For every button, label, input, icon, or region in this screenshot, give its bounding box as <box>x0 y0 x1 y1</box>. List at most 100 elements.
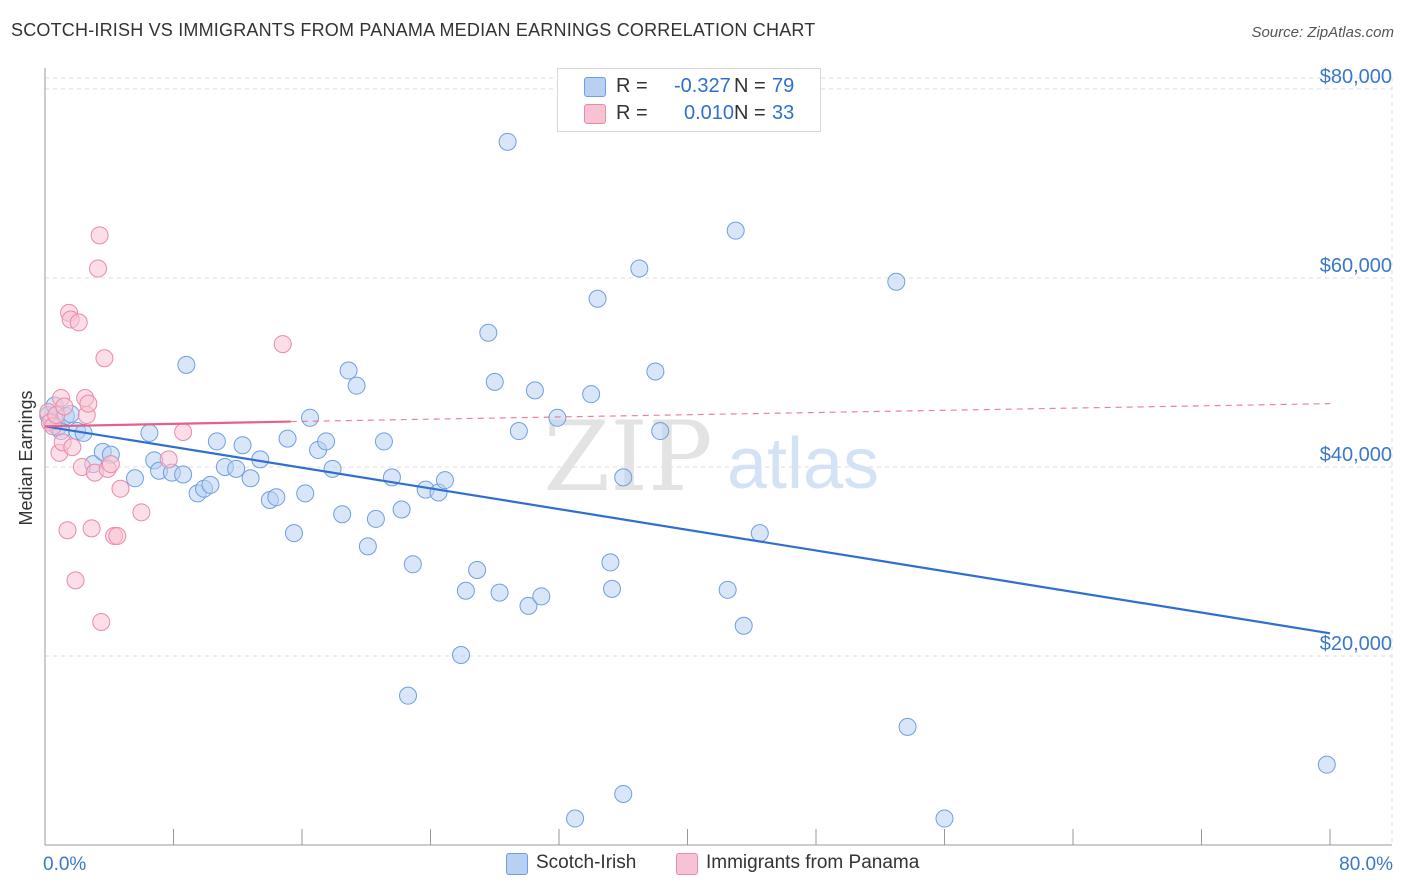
legend-n-label: N = <box>734 75 766 97</box>
scotch-irish-point <box>498 132 517 151</box>
bottom-legend-swatch-blue <box>506 853 528 875</box>
scotch-irish-point <box>726 221 745 240</box>
scotch-irish-point <box>177 355 196 374</box>
bottom-legend-swatch-pink <box>676 853 698 875</box>
scotch-irish-point <box>392 500 411 519</box>
scotch-irish-trend-line <box>44 425 1331 635</box>
watermark-zip: ZIP <box>543 401 712 513</box>
scotch-irish-point <box>435 471 454 490</box>
grid-lines <box>45 77 1393 845</box>
legend-n-value: 79 <box>772 75 795 97</box>
panama-point <box>174 422 193 441</box>
legend-swatch-pink <box>584 104 606 124</box>
scotch-irish-point <box>317 432 336 451</box>
scotch-irish-point <box>1317 755 1336 774</box>
panama-point <box>92 612 111 631</box>
panama-point <box>273 335 292 354</box>
legend-swatch-blue <box>584 77 606 97</box>
panama-point <box>132 503 151 522</box>
scotch-irish-point <box>532 587 551 606</box>
legend-r-label: R = <box>616 75 648 97</box>
scotch-irish-point <box>603 579 622 598</box>
scotch-irish-point <box>718 580 737 599</box>
y-axis-label: Median Earnings <box>16 390 36 525</box>
scotch-irish-point <box>525 381 544 400</box>
scotch-irish-point <box>750 524 769 543</box>
scotch-irish-point <box>301 408 320 427</box>
scotch-irish-point <box>347 376 366 395</box>
panama-trend-line-dashed <box>290 403 1331 423</box>
scotch-irish-point <box>601 553 620 572</box>
axis-labels: $20,000 $40,000 $60,000 $80,000 0.0% 80.0% <box>43 66 1393 875</box>
legend-r-label: R = <box>616 102 648 124</box>
scotch-irish-point <box>125 469 144 488</box>
chart-title: SCOTCH-IRISH VS IMMIGRANTS FROM PANAMA M… <box>11 20 816 40</box>
scotch-irish-point <box>267 488 286 507</box>
scotch-irish-point <box>566 809 585 828</box>
scotch-irish-point <box>233 436 252 455</box>
correlation-legend: R = -0.327 N = 79 R = 0.010 N = 33 <box>557 68 821 132</box>
scotch-irish-point <box>207 432 226 451</box>
scotch-irish-point <box>898 717 917 736</box>
scotch-irish-point <box>403 555 422 574</box>
panama-point <box>95 349 114 368</box>
scotch-irish-point <box>140 423 159 442</box>
panama-point <box>66 571 85 590</box>
scotch-irish-point <box>479 323 498 342</box>
panama-point <box>89 259 108 278</box>
scotch-irish-point <box>366 509 385 528</box>
watermark: ZIP atlas <box>543 401 879 513</box>
scotch-irish-point <box>509 422 528 441</box>
data-points <box>39 132 1336 828</box>
scotch-irish-point <box>490 583 509 602</box>
panama-point <box>63 438 82 457</box>
axes <box>44 68 1392 846</box>
scotch-irish-point <box>452 646 471 665</box>
panama-point <box>159 450 178 469</box>
scotch-irish-point <box>358 537 377 556</box>
scotch-irish-point <box>651 422 670 441</box>
scotch-irish-point <box>582 385 601 404</box>
legend-n-label: N = <box>734 102 766 124</box>
panama-point <box>108 526 127 545</box>
scotch-irish-point <box>614 784 633 803</box>
scotch-irish-point <box>201 475 220 494</box>
x-tick-label-min: 0.0% <box>43 854 86 875</box>
scotch-irish-point <box>333 505 352 524</box>
scotch-irish-point <box>241 469 260 488</box>
panama-point <box>111 479 130 498</box>
scotch-irish-point <box>284 524 303 543</box>
bottom-legend-label: Scotch-Irish <box>536 852 637 873</box>
scotch-irish-point <box>614 468 633 487</box>
scotch-irish-point <box>374 432 393 451</box>
scotch-irish-point <box>734 616 753 635</box>
scotch-irish-point <box>935 809 954 828</box>
legend-r-value: 0.010 <box>684 102 735 124</box>
panama-point <box>55 397 74 416</box>
scotch-irish-point <box>227 459 246 478</box>
legend-r-value: -0.327 <box>674 75 731 97</box>
y-tick-label: $20,000 <box>1320 633 1392 655</box>
legend-n-value: 33 <box>772 102 795 124</box>
scotch-irish-point <box>548 408 567 427</box>
scotch-irish-point <box>174 465 193 484</box>
x-tick-label-max: 80.0% <box>1339 854 1393 875</box>
scotch-irish-point <box>456 581 475 600</box>
scotch-irish-point <box>519 596 538 615</box>
trend-lines <box>44 403 1331 635</box>
panama-point <box>58 521 77 540</box>
scotch-irish-point <box>296 484 315 503</box>
watermark-atlas: atlas <box>727 424 879 504</box>
y-tick-label: $60,000 <box>1320 255 1392 277</box>
scotch-irish-point <box>646 362 665 381</box>
scotch-irish-point <box>323 459 342 478</box>
panama-point <box>90 226 109 245</box>
scotch-irish-point <box>278 429 297 448</box>
scotch-irish-point <box>468 560 487 579</box>
scotch-irish-point <box>887 272 906 291</box>
scotch-irish-point <box>485 372 504 391</box>
scotch-irish-point <box>339 361 358 380</box>
panama-point <box>82 519 101 538</box>
source-label: Source: ZipAtlas.com <box>1251 24 1394 41</box>
